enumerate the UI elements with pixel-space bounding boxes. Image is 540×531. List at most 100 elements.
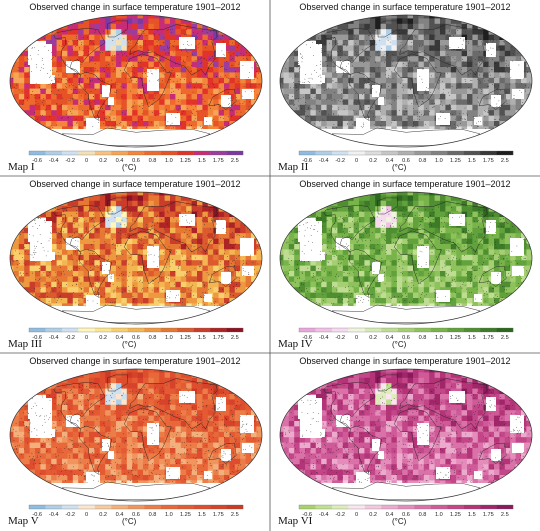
scale-tick-label: 1.25 (180, 158, 191, 164)
scale-swatch (447, 151, 464, 155)
scale-tick-label: 0.2 (99, 158, 107, 164)
scale-swatch (177, 151, 194, 155)
scale-tick-label: -0.6 (302, 158, 312, 164)
scale-tick-label: 0.2 (369, 158, 377, 164)
scale-unit: (°C) (392, 517, 407, 526)
scale-tick-label: -0.2 (335, 335, 345, 341)
scale-swatch (331, 328, 349, 332)
scale-swatch (463, 505, 481, 509)
scale-tick-label: 0.6 (402, 512, 410, 518)
map-label: Map VI (278, 515, 313, 527)
scale-swatch (331, 505, 349, 509)
scale-tick-label: -0.6 (302, 335, 312, 341)
scale-tick-label: 1.5 (198, 335, 206, 341)
scale-tick-label: 1.25 (450, 512, 461, 518)
scale-swatch (381, 505, 398, 509)
scale-swatch (226, 328, 244, 332)
scale-swatch (397, 328, 415, 332)
scale-tick-label: 1.25 (450, 158, 461, 164)
scale-tick-label: 1.0 (165, 335, 173, 341)
scale-swatch (61, 505, 79, 509)
scale-tick-label: 1.0 (165, 512, 173, 518)
scale-tick-label: -0.4 (319, 335, 329, 341)
scale-unit: (°C) (122, 163, 137, 172)
scale-tick-label: 1.5 (468, 158, 476, 164)
scale-swatch (127, 151, 145, 155)
scale-unit: (°C) (392, 163, 407, 172)
world-temperature-map (9, 368, 263, 502)
map-label: Map IV (278, 338, 313, 350)
scale-swatch (45, 505, 63, 509)
map-panel-5: Observed change in surface temperature 1… (2, 354, 268, 529)
scale-swatch (111, 505, 128, 509)
scale-unit: (°C) (122, 340, 137, 349)
scale-tick-label: 0.4 (386, 512, 394, 518)
scale-tick-label: 1.75 (213, 158, 224, 164)
scale-swatch (94, 151, 112, 155)
scale-swatch (414, 151, 431, 155)
scale-tick-label: 0.6 (132, 335, 140, 341)
scale-swatch (29, 328, 46, 332)
scale-swatch (397, 151, 415, 155)
scale-tick-label: 0.2 (99, 512, 107, 518)
scale-swatch (111, 328, 128, 332)
color-scale-bar: -0.6 -0.4 -0.2 0 0.2 0.4 0.6 0.8 1.0 1.25 1.5 1.75 2… (298, 504, 514, 518)
map-label: Map I (8, 161, 35, 173)
scale-tick-label: 1.75 (483, 335, 494, 341)
scale-tick-label: 0.4 (116, 512, 124, 518)
scale-tick-label: 1.25 (180, 512, 191, 518)
scale-tick-label: 0.2 (99, 335, 107, 341)
scale-swatch (144, 151, 161, 155)
scale-swatch (414, 505, 431, 509)
scale-swatch (348, 505, 366, 509)
scale-tick-label: 0 (85, 335, 88, 341)
scale-swatch (94, 328, 112, 332)
scale-tick-label: 1.5 (198, 158, 206, 164)
scale-tick-label: -0.2 (335, 158, 345, 164)
scale-swatch (299, 505, 316, 509)
scale-tick-label: 0.4 (116, 335, 124, 341)
scale-swatch (364, 151, 382, 155)
scale-tick-label: 0.4 (116, 158, 124, 164)
scale-tick-label: 1.5 (468, 512, 476, 518)
scale-swatch (226, 505, 244, 509)
color-scale-bar: -0.6 -0.4 -0.2 0 0.2 0.4 0.6 0.8 1.0 1.25 1.5 1.75 2… (298, 327, 514, 341)
scale-tick-label: 0 (355, 512, 358, 518)
scale-swatch (226, 151, 244, 155)
scale-tick-label: 0.6 (402, 335, 410, 341)
scale-tick-label: 0.8 (419, 335, 427, 341)
scale-swatch (299, 151, 316, 155)
scale-swatch (348, 151, 366, 155)
scale-swatch (210, 151, 227, 155)
scale-swatch (160, 328, 178, 332)
scale-swatch (177, 505, 194, 509)
scale-tick-label: 0.8 (419, 158, 427, 164)
map-label: Map V (8, 515, 39, 527)
map-panel-2: Observed change in surface temperature 1… (272, 0, 538, 175)
scale-swatch (127, 328, 145, 332)
scale-tick-label: 0.8 (149, 512, 157, 518)
color-scale-bar: -0.6 -0.4 -0.2 0 0.2 0.4 0.6 0.8 1.0 1.25 1.5 1.75 2… (298, 150, 514, 164)
scale-tick-label: 2.5 (501, 512, 509, 518)
map-title: Observed change in surface temperature 1… (299, 179, 511, 189)
scale-tick-label: -0.6 (32, 158, 42, 164)
scale-swatch (414, 328, 431, 332)
scale-tick-label: 0.4 (386, 335, 394, 341)
scale-swatch (29, 151, 46, 155)
scale-tick-label: 0.8 (419, 512, 427, 518)
scale-swatch (480, 328, 497, 332)
scale-swatch (160, 151, 178, 155)
scale-swatch (78, 151, 96, 155)
scale-unit: (°C) (122, 517, 137, 526)
scale-tick-label: 0.6 (132, 512, 140, 518)
scale-tick-label: -0.4 (319, 512, 329, 518)
map-label: Map II (278, 161, 309, 173)
scale-tick-label: 1.25 (450, 335, 461, 341)
scale-tick-label: 1.5 (468, 335, 476, 341)
scale-swatch (29, 505, 46, 509)
scale-tick-label: 1.75 (483, 158, 494, 164)
scale-tick-label: 1.75 (213, 512, 224, 518)
scale-tick-label: 2.5 (231, 335, 239, 341)
scale-tick-label: 2.5 (501, 335, 509, 341)
